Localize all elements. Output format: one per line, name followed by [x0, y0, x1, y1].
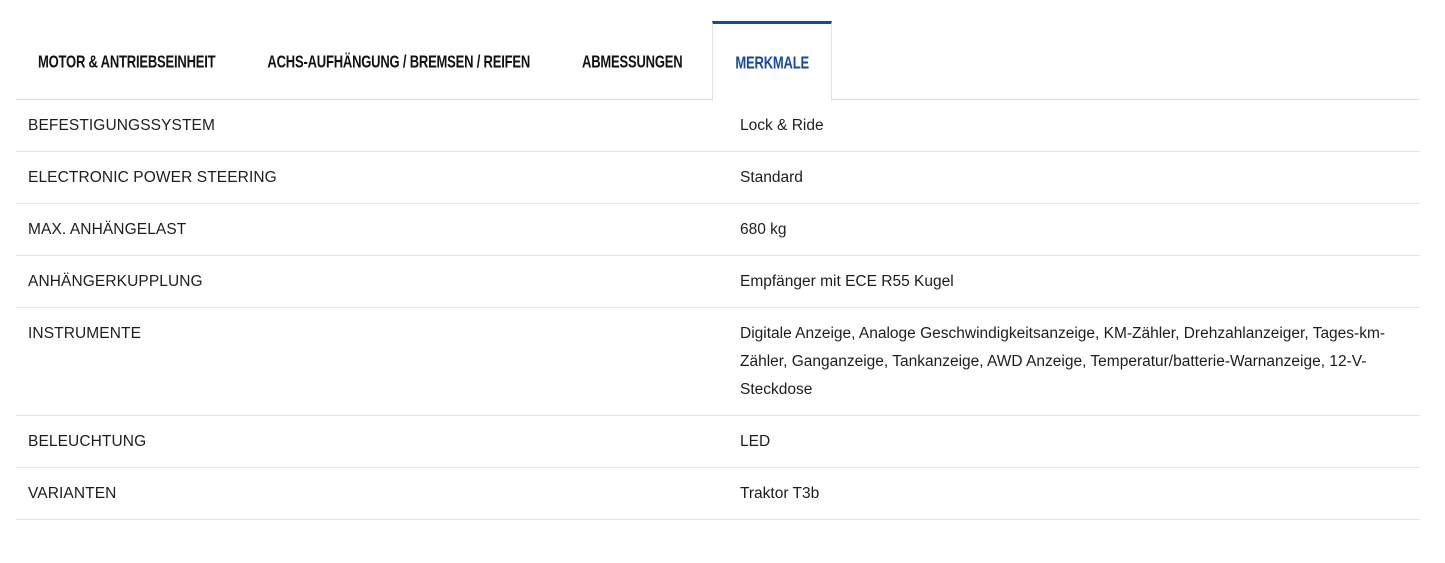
spec-table: BEFESTIGUNGSSYSTEM Lock & Ride ELECTRONI… [16, 100, 1420, 520]
spec-row-instrumente: INSTRUMENTE Digitale Anzeige, Analoge Ge… [16, 308, 1420, 416]
spec-row-befestigungssystem: BEFESTIGUNGSSYSTEM Lock & Ride [16, 100, 1420, 152]
spec-row-label: ELECTRONIC POWER STEERING [28, 169, 277, 186]
spec-row-value: LED [740, 433, 771, 450]
spec-row-value: Lock & Ride [740, 117, 824, 134]
spec-row-label: VARIANTEN [28, 485, 117, 502]
tab-label: MERKMALE [735, 52, 809, 73]
spec-row-label: MAX. ANHÄNGELAST [28, 221, 187, 238]
tab-merkmale[interactable]: MERKMALE [712, 21, 832, 101]
spec-row-label: BEFESTIGUNGSSYSTEM [28, 117, 215, 134]
spec-row-label: ANHÄNGERKUPPLUNG [28, 273, 203, 290]
spec-row-value: Standard [740, 169, 803, 186]
spec-row-value: Empfänger mit ECE R55 Kugel [740, 273, 954, 290]
spec-row-value: 680 kg [740, 221, 787, 238]
spec-row-value: Traktor T3b [740, 485, 820, 502]
spec-row-label: INSTRUMENTE [28, 325, 142, 342]
tab-achs-aufhaengung-bremsen-reifen[interactable]: ACHS-AUFHÄNGUNG / BREMSEN / REIFEN [245, 21, 552, 99]
spec-row-value: Digitale Anzeige, Analoge Geschwindigkei… [740, 325, 1386, 398]
spec-row-electronic-power-steering: ELECTRONIC POWER STEERING Standard [16, 152, 1420, 204]
tab-label: ABMESSUNGEN [582, 51, 683, 72]
tab-motor-antriebseinheit[interactable]: MOTOR & ANTRIEBSEINHEIT [16, 21, 237, 99]
tab-label: MOTOR & ANTRIEBSEINHEIT [38, 51, 216, 72]
spec-row-anhaengerkupplung: ANHÄNGERKUPPLUNG Empfänger mit ECE R55 K… [16, 256, 1420, 308]
spec-row-varianten: VARIANTEN Traktor T3b [16, 468, 1420, 520]
spec-row-beleuchtung: BELEUCHTUNG LED [16, 416, 1420, 468]
tab-abmessungen[interactable]: ABMESSUNGEN [560, 21, 704, 99]
spec-tab-bar: MOTOR & ANTRIEBSEINHEIT ACHS-AUFHÄNGUNG … [16, 21, 1420, 101]
spec-row-max-anhaengelast: MAX. ANHÄNGELAST 680 kg [16, 204, 1420, 256]
tab-label: ACHS-AUFHÄNGUNG / BREMSEN / REIFEN [267, 51, 531, 72]
spec-row-label: BELEUCHTUNG [28, 433, 147, 450]
